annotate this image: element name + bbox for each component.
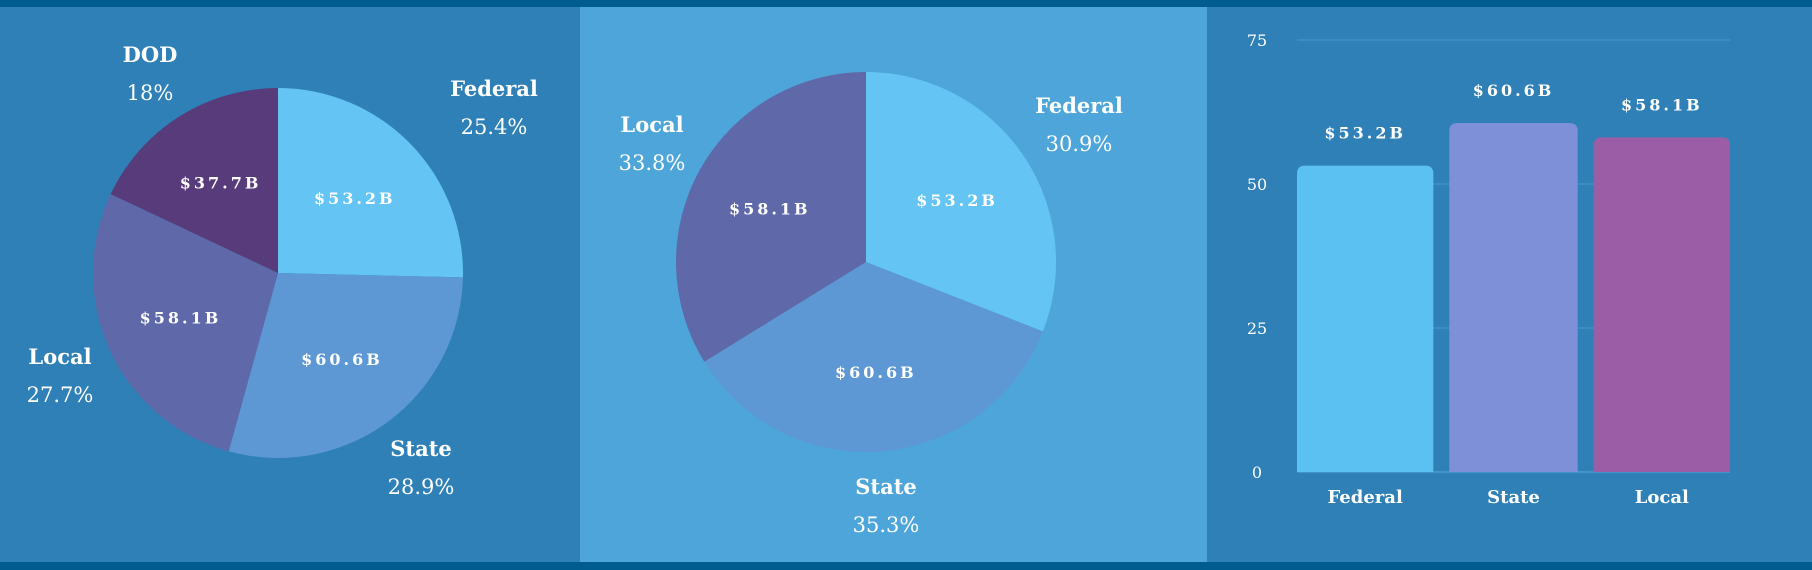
- pie2-value-label-local: $58.1B: [729, 199, 811, 218]
- pie2-percent-label-local: 33.8%: [619, 151, 686, 175]
- pie1-category-label-dod: DOD: [123, 42, 178, 67]
- pie1-category-label-local: Local: [28, 344, 91, 369]
- bar-chart: 0 25 50 75 $53.2B Federal $60.6B State $58.1B Loc…: [1207, 7, 1812, 562]
- pie2-slice-local: [676, 72, 866, 362]
- pie1-value-label-federal: $53.2B: [314, 189, 396, 208]
- pie1-slice-state: [228, 273, 463, 458]
- pie-chart-1-svg: $53.2B Federal 25.4% $60.6B State 28.9% $58.1B…: [27, 42, 538, 499]
- bar-local: [1593, 137, 1730, 472]
- bar-y-tick-label: 25: [1247, 319, 1267, 338]
- pie-chart-with-dod: $53.2B Federal 25.4% $60.6B State 28.9% $58.1B…: [0, 7, 580, 562]
- pie2-slice-federal: [866, 72, 1056, 332]
- pie1-category-label-state: State: [390, 436, 452, 461]
- bar-y-tick-label: 50: [1247, 175, 1267, 194]
- pie1-percent-label-dod: 18%: [127, 81, 174, 105]
- pie2-slice-state: [704, 262, 1043, 452]
- pie2-value-label-federal: $53.2B: [916, 191, 998, 210]
- bar-y-tick-label: 75: [1247, 31, 1267, 50]
- chart-frame: $53.2B Federal 25.4% $60.6B State 28.9% $58.1B…: [0, 7, 1812, 562]
- pie2-percent-label-state: 35.3%: [853, 513, 920, 537]
- pie2-category-label-state: State: [855, 474, 917, 499]
- bar-value-label-state: $60.6B: [1473, 81, 1555, 100]
- pie1-category-label-federal: Federal: [450, 76, 538, 101]
- bar-category-label-local: Local: [1635, 487, 1689, 508]
- pie-chart-without-dod: $53.2B Federal 30.9% $60.6B State 35.3% $58.1B…: [580, 7, 1207, 562]
- bar-federal: [1297, 165, 1434, 472]
- pie2-category-label-local: Local: [620, 112, 683, 137]
- pie2-percent-label-federal: 30.9%: [1046, 132, 1113, 156]
- pie1-slice-local: [93, 194, 279, 452]
- bar-chart-svg: 0 25 50 75 $53.2B Federal $60.6B State $58.1B Loc…: [1247, 31, 1730, 508]
- bar-category-label-federal: Federal: [1328, 487, 1403, 508]
- bar-category-label-state: State: [1487, 487, 1540, 508]
- pie1-percent-label-local: 27.7%: [27, 383, 94, 407]
- pie2-category-label-federal: Federal: [1035, 93, 1123, 118]
- pie-chart-2-svg: $53.2B Federal 30.9% $60.6B State 35.3% $58.1B…: [619, 72, 1123, 537]
- pie1-value-label-dod: $37.7B: [180, 173, 262, 192]
- bar-value-label-local: $58.1B: [1621, 95, 1703, 114]
- pie1-percent-label-state: 28.9%: [388, 475, 455, 499]
- bar-state: [1449, 122, 1578, 472]
- bar-value-label-federal: $53.2B: [1324, 124, 1406, 143]
- pie2-value-label-state: $60.6B: [835, 363, 917, 382]
- pie1-percent-label-federal: 25.4%: [461, 115, 528, 139]
- bar-y-tick-label: 0: [1252, 463, 1262, 482]
- pie1-value-label-state: $60.6B: [301, 350, 383, 369]
- pie1-slice-dod: [110, 88, 278, 273]
- pie1-value-label-local: $58.1B: [140, 309, 222, 328]
- pie1-slice-federal: [278, 88, 463, 278]
